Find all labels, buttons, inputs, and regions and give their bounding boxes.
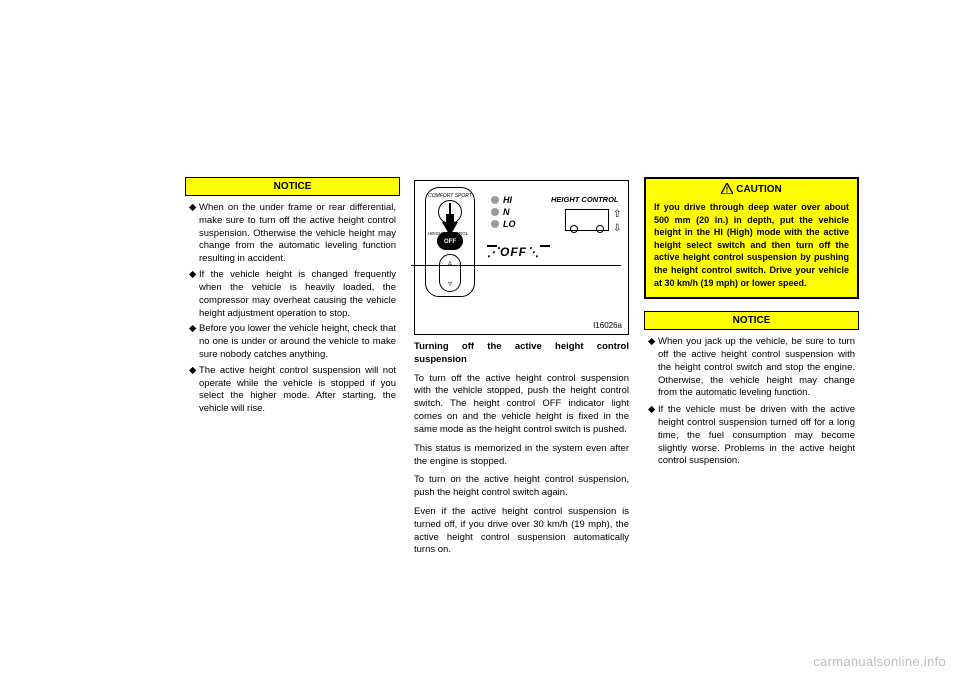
indicator-led-icon — [491, 208, 499, 216]
paragraph: This status is memorized in the system e… — [414, 443, 629, 469]
bullet-icon: ◆ — [189, 269, 199, 320]
n-indicator-label: N — [503, 207, 510, 217]
hi-indicator-label: HI — [503, 195, 512, 205]
column-3: ! CAUTION If you drive through deep water… — [644, 177, 859, 478]
notice-box-2: NOTICE ◆ When you jack up the vehicle, b… — [644, 311, 859, 478]
notice-bullet-text: When on the under frame or rear differen… — [199, 202, 396, 266]
indicator-display-illustration: HEIGHT CONTROL HI N LO ⇧ ⇩ ⋰OFF⋱ — [491, 195, 619, 231]
notice-body-2: ◆ When you jack up the vehicle, be sure … — [644, 330, 859, 478]
column-2: COMFORT SPORT HEIGHT CONTROL OFF ▵ ▿ HEI… — [414, 180, 629, 557]
notice-bullet-text: If the vehicle height is changed frequen… — [199, 269, 396, 320]
figure-id: I16026a — [593, 321, 622, 330]
switch-panel-illustration: COMFORT SPORT HEIGHT CONTROL OFF ▵ ▿ — [425, 187, 475, 297]
bullet-icon: ◆ — [189, 323, 199, 361]
notice-bullet-text: When you jack up the vehicle, be sure to… — [658, 336, 855, 400]
caution-triangle-icon: ! — [721, 183, 733, 194]
bullet-icon: ◆ — [189, 365, 199, 416]
height-rocker-icon: ▵ ▿ — [439, 254, 461, 292]
paragraph-lead: Turning off the active height control su… — [414, 341, 629, 367]
bullet-icon: ◆ — [648, 404, 658, 468]
notice-bullet-text: The active height control suspension wil… — [199, 365, 396, 416]
comfort-sport-label: COMFORT SPORT — [426, 193, 474, 199]
notice-label-2: NOTICE — [644, 311, 859, 330]
column-1: NOTICE ◆ When on the under frame or rear… — [185, 177, 400, 423]
indicator-led-icon — [491, 196, 499, 204]
watermark: carmanualsonline.info — [813, 654, 946, 669]
vehicle-icon — [565, 209, 609, 231]
svg-text:!: ! — [726, 186, 729, 195]
off-button-illustration: OFF — [437, 232, 463, 250]
bullet-icon: ◆ — [189, 202, 199, 266]
paragraph: To turn on the active height control sus… — [414, 474, 629, 500]
height-control-figure: COMFORT SPORT HEIGHT CONTROL OFF ▵ ▿ HEI… — [414, 180, 629, 335]
bullet-icon: ◆ — [648, 336, 658, 400]
caution-body-text: If you drive through deep water over abo… — [646, 197, 857, 297]
indicator-led-icon — [491, 220, 499, 228]
caution-box: ! CAUTION If you drive through deep water… — [644, 177, 859, 299]
rocker-down-icon: ▿ — [448, 279, 452, 288]
vehicle-down-arrow-icon: ⇩ — [613, 223, 621, 234]
vehicle-up-arrow-icon: ⇧ — [613, 209, 621, 220]
lo-indicator-label: LO — [503, 219, 516, 229]
off-indicator-label: ⋰OFF⋱ — [487, 245, 540, 259]
paragraph: Even if the active height control suspen… — [414, 506, 629, 557]
notice-bullet-text: If the vehicle must be driven with the a… — [658, 404, 855, 468]
notice-body-1: ◆ When on the under frame or rear differ… — [185, 196, 400, 423]
height-control-label: HEIGHT CONTROL — [551, 195, 619, 204]
paragraph: To turn off the active height control su… — [414, 373, 629, 437]
column-2-text: Turning off the active height control su… — [414, 341, 629, 557]
divider-line — [411, 265, 621, 266]
caution-label: CAUTION — [736, 184, 782, 195]
caution-header: ! CAUTION — [646, 179, 857, 197]
notice-label: NOTICE — [185, 177, 400, 196]
notice-bullet-text: Before you lower the vehicle height, che… — [199, 323, 396, 361]
manual-page: NOTICE ◆ When on the under frame or rear… — [0, 0, 960, 679]
